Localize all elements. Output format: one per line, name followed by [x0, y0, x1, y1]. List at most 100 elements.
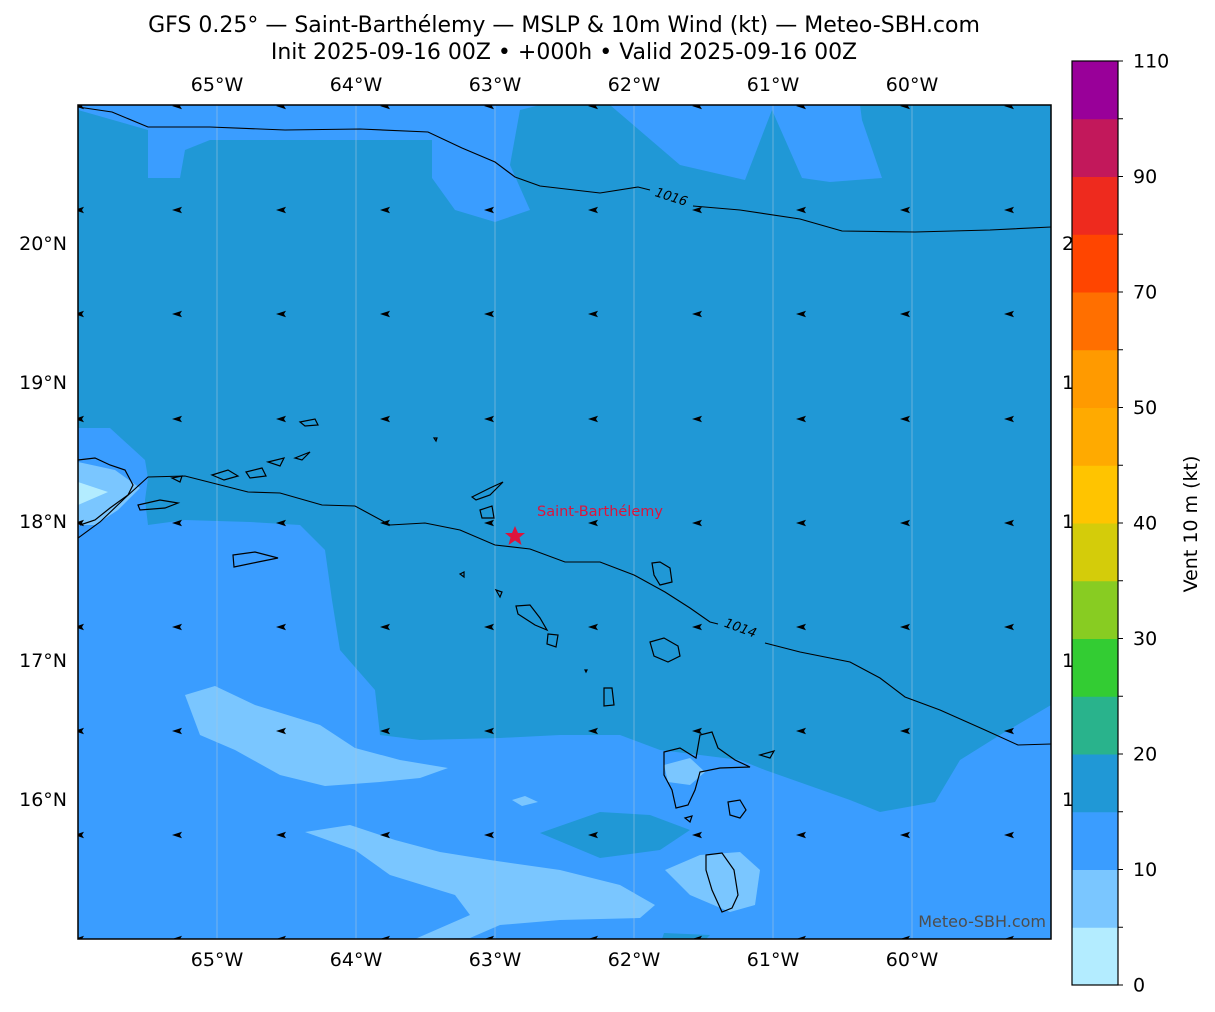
wind-arrow [78, 206, 84, 214]
island-dominica [705, 852, 739, 913]
wind-arrow [380, 415, 390, 423]
colorbar-segment [1072, 61, 1118, 120]
wind-arrow [78, 415, 84, 423]
colorbar-segment [1072, 580, 1118, 639]
colorbar-segment [1072, 638, 1118, 697]
svg-text:1: 1 [1062, 789, 1074, 811]
watermark: Meteo-SBH.com [918, 912, 1046, 931]
lat-tick: 17°N [19, 650, 67, 672]
wind-arrow [588, 519, 598, 527]
wind-arrow [1004, 105, 1014, 110]
wind-arrow [172, 831, 182, 839]
svg-text:1: 1 [1062, 372, 1074, 394]
wind-arrow [588, 831, 598, 839]
lon-tick-bottom: 60°W [886, 949, 939, 971]
wind-vectors [78, 105, 1014, 939]
island-sombrero [432, 437, 438, 443]
colorbar-tick-label: 50 [1133, 397, 1157, 419]
wind-arrow [380, 935, 390, 939]
lat-tick: 16°N [19, 789, 67, 811]
island-anguilla [470, 481, 504, 501]
wind-arrow [588, 623, 598, 631]
wind-arrow [276, 519, 286, 527]
wind-arrow [588, 310, 598, 318]
wind-arrow [172, 519, 182, 527]
colorbar-segment [1072, 696, 1118, 755]
wind-arrow [78, 623, 84, 631]
wind-arrow [484, 831, 494, 839]
wind-arrow [796, 727, 806, 735]
wind-arrow [484, 415, 494, 423]
wind-arrow [900, 105, 910, 110]
wind-arrow [796, 831, 806, 839]
wind-arrow [900, 415, 910, 423]
wind-arrow [484, 105, 494, 110]
island-guadeloupe [663, 731, 751, 809]
wind-arrow [588, 105, 598, 110]
wind-arrow [1004, 310, 1014, 318]
lat-tick: 19°N [19, 372, 67, 394]
colorbar-segment [1072, 118, 1118, 177]
marker-label: Saint-Barthélemy [537, 504, 663, 520]
wind-arrow [900, 206, 910, 214]
lat-tick: 20°N [19, 233, 67, 255]
svg-text:1: 1 [1062, 511, 1074, 533]
wind-arrow [276, 831, 286, 839]
wind-arrow [172, 206, 182, 214]
lon-axis-bottom: 65°W 64°W 63°W 62°W 61°W 60°W [191, 949, 939, 971]
wind-arrow [692, 310, 702, 318]
wind-arrow [78, 519, 84, 527]
wind-arrow [172, 623, 182, 631]
island-marie-galante [727, 799, 747, 819]
right-axis-partial-labels: 2 1 1 1 1 [1062, 233, 1074, 811]
colorbar-segment [1072, 811, 1118, 870]
lon-tick-bottom: 62°W [608, 949, 661, 971]
wind-arrow [1004, 935, 1014, 939]
wind-band-0-5 [78, 482, 108, 505]
wind-arrow [1004, 415, 1014, 423]
chart-title: GFS 0.25° — Saint-Barthélemy — MSLP & 10… [148, 13, 980, 38]
island-nevis [546, 633, 559, 648]
wind-arrow [900, 519, 910, 527]
wind-arrow [692, 623, 702, 631]
lon-tick-bottom: 63°W [469, 949, 522, 971]
wind-arrow [276, 206, 286, 214]
wind-band-5-10-f [78, 462, 140, 525]
wind-arrow [692, 727, 702, 735]
wind-arrow [1004, 727, 1014, 735]
wind-arrow [588, 415, 598, 423]
island-virgin-gorda [293, 451, 311, 461]
wind-arrow [380, 310, 390, 318]
wind-arrow [276, 310, 286, 318]
wind-arrow [692, 519, 702, 527]
colorbar-segment [1072, 869, 1118, 928]
wind-arrow [588, 935, 598, 939]
colorbar-segment [1072, 407, 1118, 466]
colorbar-segment [1072, 234, 1118, 293]
wind-arrow [1004, 623, 1014, 631]
wind-arrow [484, 727, 494, 735]
lon-tick-bottom: 64°W [330, 949, 383, 971]
lon-tick-top: 60°W [886, 74, 939, 96]
wind-arrow [900, 727, 910, 735]
lon-tick-bottom: 65°W [191, 949, 244, 971]
colorbar-segment [1072, 927, 1118, 986]
map-frame [77, 104, 1052, 940]
lon-tick-top: 65°W [191, 74, 244, 96]
wind-band-5-10-b [305, 825, 655, 939]
wind-band-10-15-south [78, 428, 1051, 939]
wind-band-5-10-a [185, 686, 448, 786]
lon-tick-top: 62°W [608, 74, 661, 96]
island-st-martin [479, 505, 495, 519]
colorbar-segment [1072, 349, 1118, 408]
star-icon [505, 526, 525, 545]
island-antigua [649, 637, 681, 663]
lon-axis-top: 65°W 64°W 63°W 62°W 61°W 60°W [191, 74, 939, 96]
wind-arrow [796, 623, 806, 631]
colorbar-tick-label: 0 [1133, 975, 1145, 997]
chart-subtitle: Init 2025-09-16 00Z • +000h • Valid 2025… [270, 40, 858, 65]
wind-arrow [380, 727, 390, 735]
wind-band-5-10-e [664, 758, 705, 785]
wind-arrow [172, 935, 182, 939]
